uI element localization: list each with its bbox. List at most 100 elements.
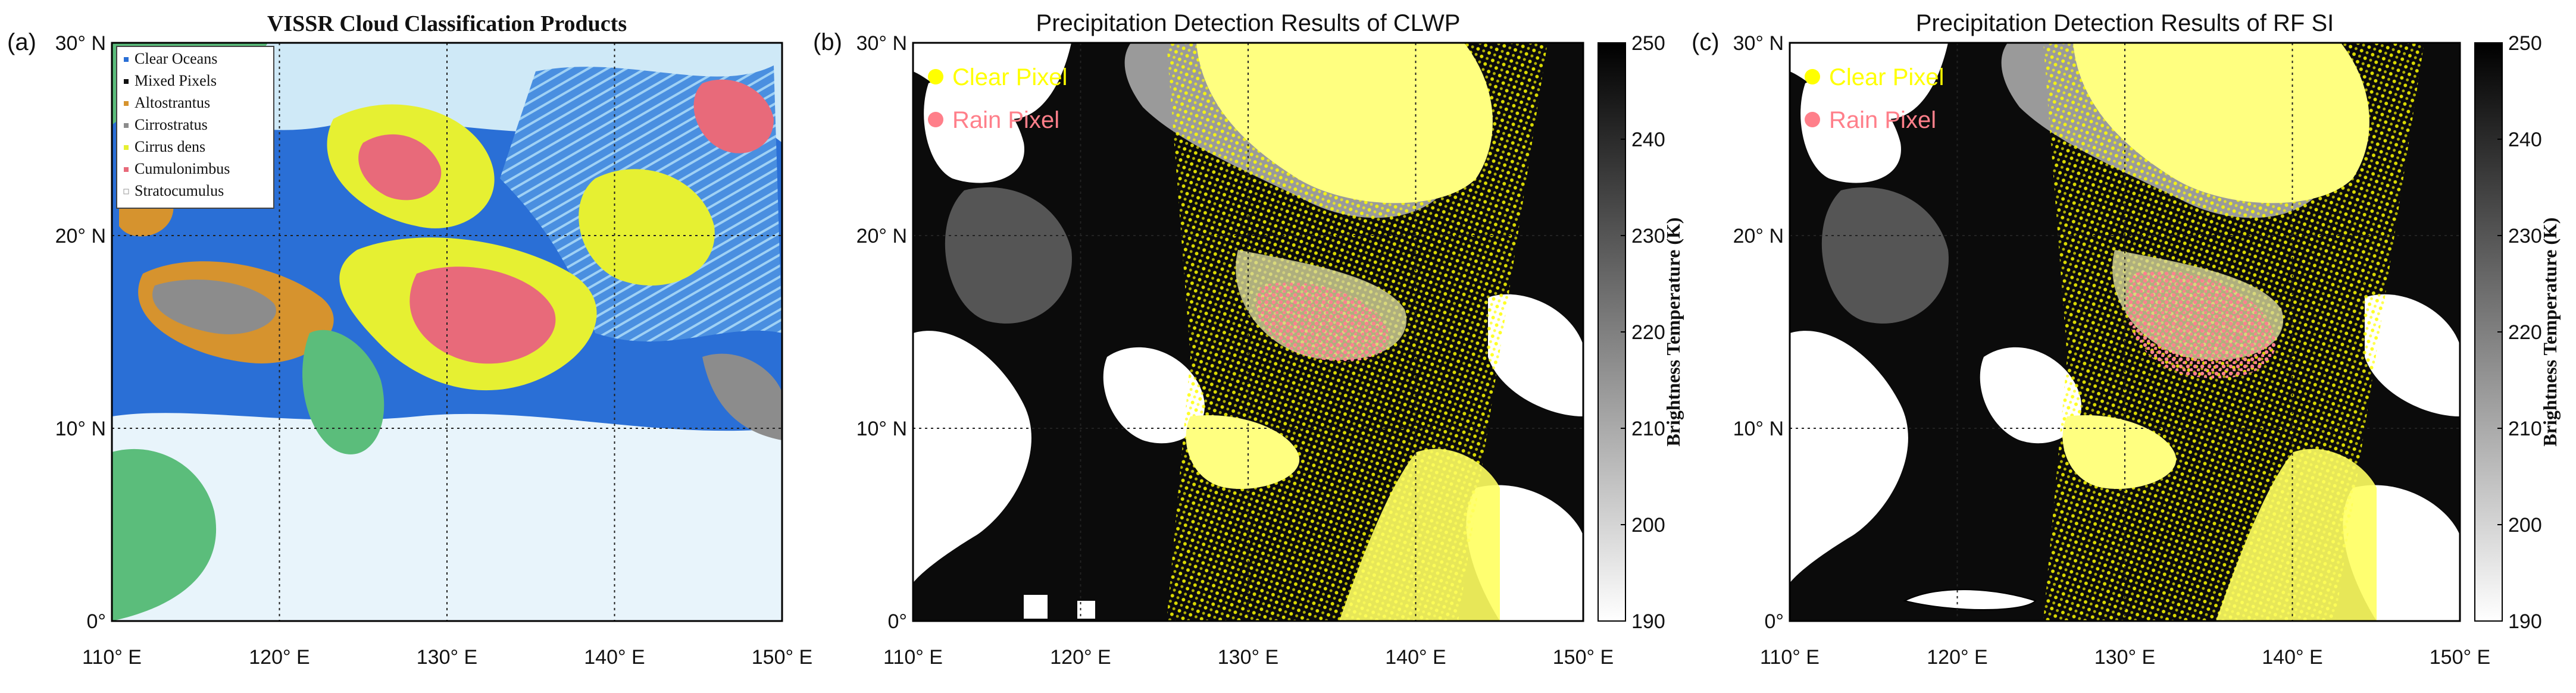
legend-a-item-2: Altostrantus — [124, 94, 210, 111]
panel-a-y-ticks: 0° 10° N 20° N 30° N — [55, 32, 106, 633]
x-tick-label: 130° E — [1218, 646, 1278, 669]
legend-a-marker-2 — [124, 101, 129, 106]
panel-c-grid — [1790, 43, 2460, 621]
legend-c-label-1: Rain Pixel — [1829, 107, 1936, 133]
x-tick-label: 120° E — [1927, 646, 1987, 669]
legend-a-label-0: Clear Oceans — [135, 50, 217, 67]
legend-a-label-3: Cirrostratus — [135, 116, 208, 133]
panel-a-grid — [112, 43, 782, 621]
legend-a-marker-5 — [124, 167, 129, 172]
colorbar-tick-label: 190 — [2508, 610, 2542, 633]
legend-b-marker-0 — [928, 69, 943, 84]
legend-a-item-0: Clear Oceans — [124, 50, 217, 67]
panel-a-label: (a) — [7, 29, 36, 55]
legend-a-marker-1 — [124, 79, 129, 84]
panel-c-x-ticks: 110° E 120° E 130° E 140° E 150° E — [1760, 646, 2490, 669]
legend-a-label-1: Mixed Pixels — [135, 72, 217, 89]
colorbar-label: Brightness Temperature (K) — [2539, 217, 2561, 446]
y-tick-label: 10° N — [1733, 418, 1784, 440]
colorbar-tick-label: 220 — [2508, 321, 2542, 344]
legend-a-label-6: Stratocumulus — [135, 182, 224, 199]
colorbar-tick-label: 200 — [2508, 514, 2542, 537]
x-tick-label: 140° E — [584, 646, 645, 669]
panel-b-title: Precipitation Detection Results of CLWP — [1036, 10, 1461, 36]
panel-c-y-ticks: 0° 10° N 20° N 30° N — [1733, 32, 1784, 633]
legend-a-label-2: Altostrantus — [135, 94, 210, 111]
legend-a-item-6: Stratocumulus — [123, 182, 224, 199]
panel-b-label: (b) — [813, 29, 842, 55]
panel-b-colorbar: 190 200 210 220 230 240 250 Brightness Temperat… — [1598, 32, 1684, 633]
x-tick-label: 150° E — [752, 646, 812, 669]
y-tick-label: 30° N — [856, 32, 907, 55]
panel-a-title: VISSR Cloud Classification Products — [267, 11, 627, 36]
y-tick-label: 0° — [1764, 610, 1784, 633]
legend-b-item-0: Clear Pixel — [928, 64, 1067, 90]
legend-a-label-5: Cumulonimbus — [135, 160, 230, 177]
panel-b-y-ticks: 0° 10° N 20° N 30° N — [856, 32, 907, 633]
panel-c-title: Precipitation Detection Results of RF SI — [1916, 10, 2334, 36]
panel-c-legend: Clear Pixel Rain Pixel — [1805, 64, 1944, 133]
legend-c-label-0: Clear Pixel — [1829, 64, 1944, 90]
panel-c-colorbar: 190 200 210 220 230 240 250 Brightness Temperat… — [2474, 32, 2561, 633]
legend-b-label-0: Clear Pixel — [952, 64, 1067, 90]
legend-a-marker-6 — [123, 189, 129, 195]
legend-a-marker-3 — [124, 123, 129, 128]
x-tick-label: 110° E — [82, 646, 142, 669]
panel-a-frame — [111, 42, 783, 622]
legend-c-item-0: Clear Pixel — [1805, 64, 1944, 90]
y-tick-label: 20° N — [856, 225, 907, 247]
x-tick-label: 120° E — [1050, 646, 1111, 669]
legend-a-item-5: Cumulonimbus — [124, 160, 230, 177]
x-tick-label: 150° E — [2430, 646, 2490, 669]
colorbar-tick-label: 210 — [1631, 418, 1665, 440]
panel-b-grid — [913, 43, 1583, 621]
y-tick-label: 20° N — [55, 225, 106, 247]
legend-a-marker-4 — [124, 145, 129, 150]
x-tick-label: 140° E — [1385, 646, 1446, 669]
x-tick-label: 110° E — [1760, 646, 1820, 669]
panel-b: (b) Precipitation Detection Results of C… — [813, 10, 1684, 669]
x-tick-label: 120° E — [249, 646, 310, 669]
panel-b-x-ticks: 110° E 120° E 130° E 140° E 150° E — [883, 646, 1614, 669]
x-tick-label: 130° E — [417, 646, 477, 669]
colorbar-label: Brightness Temperature (K) — [1662, 217, 1684, 446]
panel-a: (a) VISSR Cloud Classification Products — [7, 11, 812, 669]
y-tick-label: 20° N — [1733, 225, 1784, 247]
colorbar-tick-label: 230 — [1631, 225, 1665, 247]
legend-b-label-1: Rain Pixel — [952, 107, 1059, 133]
colorbar-tick-label: 220 — [1631, 321, 1665, 344]
panel-a-x-ticks: 110° E 120° E 130° E 140° E 150° E — [82, 646, 812, 669]
x-tick-label: 150° E — [1553, 646, 1614, 669]
colorbar-tick-label: 250 — [1631, 32, 1665, 55]
y-tick-label: 10° N — [856, 418, 907, 440]
panel-b-frame — [912, 42, 1584, 622]
colorbar-tick-label: 240 — [1631, 128, 1665, 151]
y-tick-label: 0° — [86, 610, 106, 633]
legend-b-item-1: Rain Pixel — [928, 107, 1059, 133]
legend-c-marker-1 — [1805, 112, 1820, 127]
colorbar-tick-label: 190 — [1631, 610, 1665, 633]
legend-a-item-1: Mixed Pixels — [124, 72, 217, 89]
panel-a-legend: Clear Oceans Mixed Pixels Altostrantus C… — [116, 46, 274, 209]
panel-c-label: (c) — [1692, 29, 1720, 55]
legend-a-item-3: Cirrostratus — [124, 116, 208, 133]
y-tick-label: 10° N — [55, 418, 106, 440]
panel-c: (c) Precipitation Detection Results of R… — [1692, 10, 2561, 669]
x-tick-label: 110° E — [883, 646, 943, 669]
legend-c-marker-0 — [1805, 69, 1820, 84]
y-tick-label: 0° — [887, 610, 907, 633]
colorbar-tick-label: 210 — [2508, 418, 2542, 440]
panel-b-legend: Clear Pixel Rain Pixel — [928, 64, 1067, 133]
colorbar-tick-label: 230 — [2508, 225, 2542, 247]
legend-c-item-1: Rain Pixel — [1805, 107, 1936, 133]
x-tick-label: 130° E — [2094, 646, 2155, 669]
x-tick-label: 140° E — [2262, 646, 2322, 669]
y-tick-label: 30° N — [1733, 32, 1784, 55]
legend-a-marker-0 — [124, 57, 129, 62]
legend-a-item-4: Cirrus dens — [124, 138, 205, 155]
colorbar-tick-label: 200 — [1631, 514, 1665, 537]
colorbar-tick-label: 250 — [2508, 32, 2542, 55]
panel-c-frame — [1789, 42, 2461, 622]
legend-b-marker-1 — [928, 112, 943, 127]
